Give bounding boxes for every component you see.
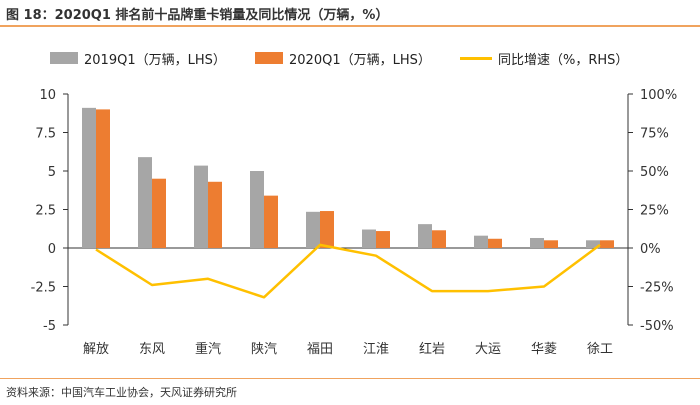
bar-2020 xyxy=(320,211,334,248)
bar-2019 xyxy=(194,165,208,248)
left-tick-label: -2.5 xyxy=(31,281,56,296)
legend-label-2020: 2020Q1（万辆，LHS） xyxy=(289,53,431,68)
category-label: 东风 xyxy=(139,342,165,357)
bar-2019 xyxy=(82,107,96,248)
category-label: 江淮 xyxy=(363,342,389,357)
right-tick-label: 50% xyxy=(640,165,669,180)
legend-label-2019: 2019Q1（万辆，LHS） xyxy=(84,53,226,68)
bar-2019 xyxy=(418,224,432,248)
title-bar: 图 18：2020Q1 排名前十品牌重卡销量及同比情况（万辆，%） xyxy=(0,0,700,27)
left-tick-label: 5 xyxy=(48,165,56,180)
source-divider xyxy=(0,378,700,379)
left-tick-label: 7.5 xyxy=(35,127,56,142)
left-tick-label: -5 xyxy=(43,319,56,334)
title-divider xyxy=(0,25,700,27)
bar-2019 xyxy=(362,229,376,248)
yoy-line xyxy=(95,243,601,299)
bar-2020 xyxy=(264,195,278,248)
category-label: 福田 xyxy=(307,342,333,357)
bar-2019 xyxy=(586,240,600,248)
bar-2020 xyxy=(432,230,446,248)
category-label: 大运 xyxy=(475,342,501,357)
legend-swatch-2020 xyxy=(255,52,283,64)
bar-2020 xyxy=(152,178,166,248)
left-tick-label: 0 xyxy=(48,242,56,257)
right-tick-label: -50% xyxy=(640,319,674,334)
category-label: 华菱 xyxy=(531,342,557,357)
left-tick-label: 10 xyxy=(39,88,56,103)
category-label: 重汽 xyxy=(195,341,221,357)
right-tick-label: 0% xyxy=(640,242,661,257)
bar-2019 xyxy=(306,211,320,248)
bar-2019 xyxy=(250,171,264,248)
bar-2020 xyxy=(600,240,614,248)
legend-swatch-2019 xyxy=(50,52,78,64)
category-label: 解放 xyxy=(83,342,109,357)
bar-2019 xyxy=(474,235,488,248)
bar-2020 xyxy=(96,109,110,249)
bar-2020 xyxy=(488,238,502,248)
right-tick-label: 100% xyxy=(640,88,677,103)
bar-2019 xyxy=(530,237,544,248)
right-tick-label: -25% xyxy=(640,281,674,296)
category-label: 红岩 xyxy=(419,341,445,357)
bar-2020 xyxy=(208,181,222,248)
category-label: 陕汽 xyxy=(251,342,277,357)
bar-2020 xyxy=(376,231,390,248)
right-tick-label: 25% xyxy=(640,204,669,219)
chart-title: 图 18：2020Q1 排名前十品牌重卡销量及同比情况（万辆，%） xyxy=(6,8,389,23)
right-tick-label: 75% xyxy=(640,127,669,142)
bar-2020 xyxy=(544,240,558,248)
left-tick-label: 2.5 xyxy=(35,204,56,219)
category-label: 徐工 xyxy=(587,342,613,357)
bar-2019 xyxy=(138,157,152,248)
source-note: 资料来源：中国汽车工业协会，天风证券研究所 xyxy=(6,386,237,399)
legend-line-yoy xyxy=(460,57,492,60)
legend-label-yoy: 同比增速（%，RHS） xyxy=(498,53,629,68)
